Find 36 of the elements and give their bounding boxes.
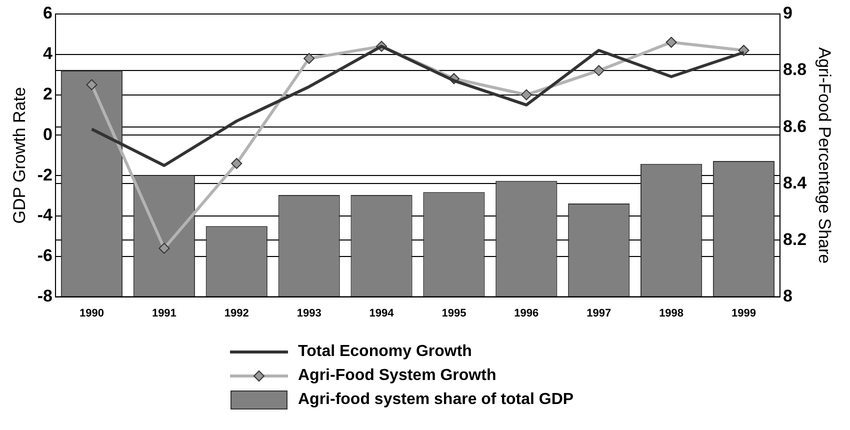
x-tick-label: 1998 [659,307,684,320]
point [593,65,604,76]
x-tick-label: 1997 [586,307,612,320]
x-tick-label: 1996 [514,307,539,320]
point [86,79,98,90]
y-tick-label: -2 [37,165,53,184]
point [304,52,315,64]
y2-tick-label: 8.8 [782,60,807,80]
y-tick-label: 0 [43,124,53,144]
y-tick-label: -4 [37,206,54,225]
x-tick-label: 1995 [442,307,466,320]
y2-tick-label: 8 [782,286,792,306]
y-tick-label: -8 [37,286,53,306]
legend-label: Total Economy Growth [298,343,472,361]
y2-tick-label: 8.6 [782,116,807,136]
x-tick-label: 1991 [152,307,176,320]
y-tick-label: 4 [43,44,54,64]
y-axis-title: GDP Growth Rate [10,87,29,224]
x-tick-label: 1993 [296,307,322,320]
point [158,242,170,254]
point [231,158,242,169]
y2-tick-label: 8.2 [782,230,807,249]
point [520,89,532,100]
x-tick-label: 1994 [369,307,395,320]
x-tick-label: 1990 [79,307,104,320]
legend-label: Agri-food system share of total GDP [298,391,574,409]
x-tick-label: 1999 [732,307,756,320]
legend-label: Agri-Food System Growth [298,367,496,385]
y-tick-label: 2 [43,84,53,104]
x-tick-label: 1992 [224,307,249,320]
point [666,36,677,48]
y-tick-label: 6 [43,4,53,23]
y2-tick-label: 8.4 [782,173,808,192]
y2-axis-title: Agri-Food Percentage Share [815,47,834,264]
y2-tick-label: 9 [782,4,792,23]
y-tick-label: -6 [37,246,53,266]
